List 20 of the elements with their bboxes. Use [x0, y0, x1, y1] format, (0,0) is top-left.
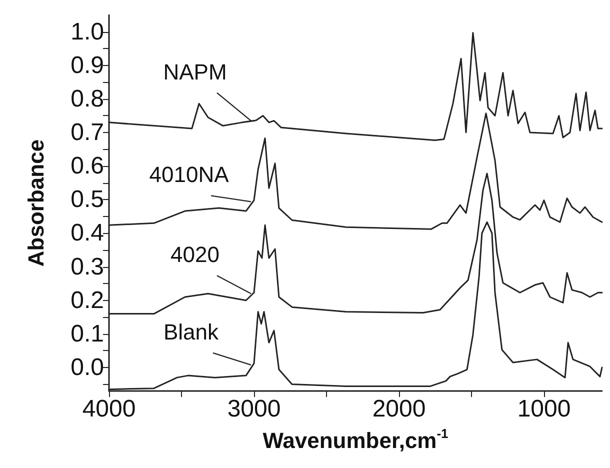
series-label: 4020: [170, 242, 220, 268]
y-tick-label: 0.0: [70, 354, 104, 381]
y-axis-title: Absorbance: [24, 139, 48, 267]
legend-label: Blank: [163, 319, 220, 344]
x-tick-label: 3000: [227, 396, 281, 422]
y-tick-label: 0.1: [70, 320, 104, 348]
y-tick-label: 0.6: [70, 152, 104, 180]
x-tick-label: 4000: [82, 396, 136, 422]
x-tick-label: 2000: [372, 396, 426, 422]
y-tick-label: 1.0: [70, 18, 104, 46]
y-tick-label: 0.5: [70, 186, 104, 214]
y-tick-label: 0.8: [70, 85, 104, 112]
y-tick-label: 0.4: [70, 220, 104, 247]
y-tick-label: 0.3: [70, 253, 104, 280]
y-tick-label: 0.7: [70, 119, 104, 146]
x-tick-label: 1000: [517, 396, 571, 422]
y-tick-label: 0.2: [70, 286, 104, 314]
y-tick-label: 0.9: [70, 52, 104, 79]
series-label: 4010NA: [149, 162, 230, 188]
series-label: NAPM: [163, 59, 227, 84]
